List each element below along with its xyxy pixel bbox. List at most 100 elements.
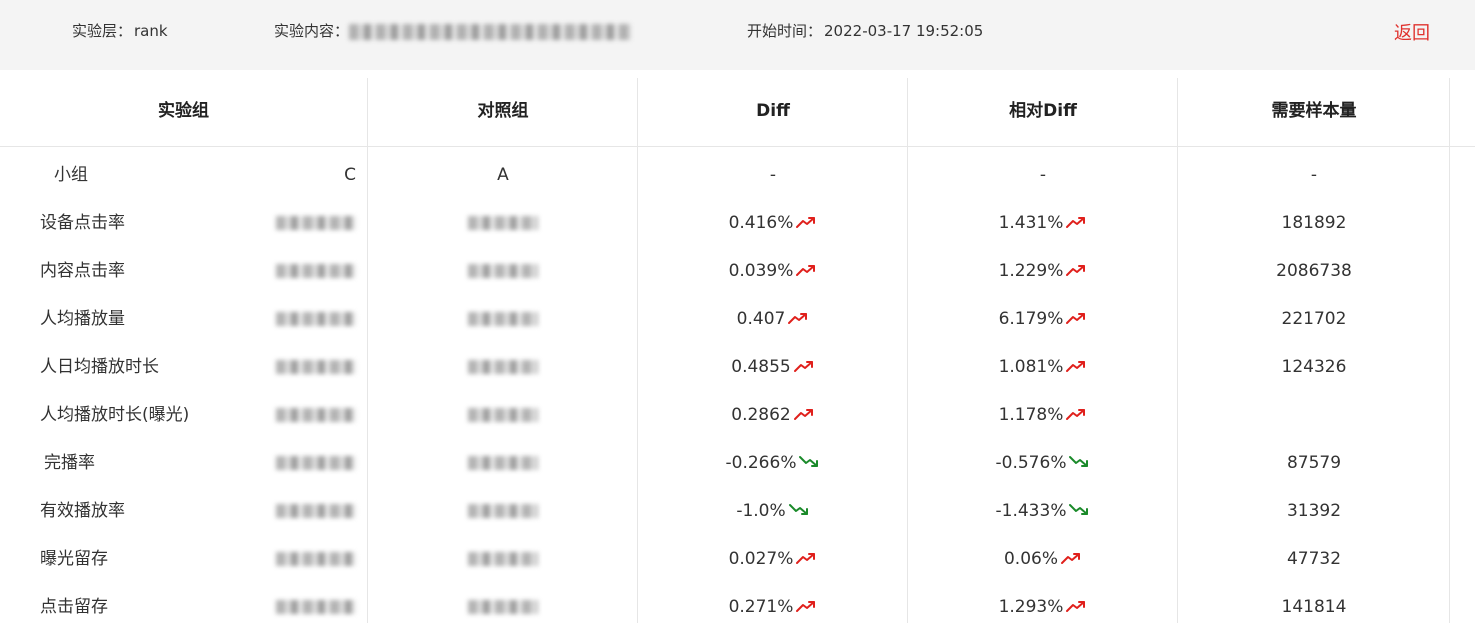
redacted-control-value (468, 552, 538, 566)
sample-size-value: 47732 (1286, 549, 1342, 569)
experiment-value-cell (270, 487, 356, 535)
diff-value: -0.266% (725, 453, 797, 473)
table-row: 曝光留存 0.027% 0.06% 47732 (0, 535, 1475, 583)
control-value-cell (368, 295, 638, 343)
redacted-control-value (468, 360, 538, 374)
experiment-layer-label: 实验层： (72, 22, 133, 40)
trend-up-icon (1066, 312, 1086, 324)
experiment-content-label: 实验内容： (274, 22, 350, 40)
trend-up-icon (793, 360, 813, 372)
relative-diff-cell: 1.178% (908, 391, 1178, 439)
trend-up-icon (793, 408, 813, 420)
start-time: 开始时间： 2022-03-17 19:52:05 (747, 22, 983, 40)
relative-diff-cell: -1.433% (908, 487, 1178, 535)
group-row: 小组 C A - - - (0, 151, 1475, 199)
trend-up-icon (1066, 360, 1086, 372)
experiment-value-cell (270, 343, 356, 391)
metric-name: 人均播放时长(曝光) (40, 405, 190, 425)
experiment-value-cell (270, 391, 356, 439)
metric-name: 设备点击率 (40, 213, 125, 233)
metric-name: 点击留存 (40, 597, 108, 617)
trend-down-icon (799, 455, 819, 467)
sample-size-value (1178, 391, 1450, 439)
metric-name: 人日均播放时长 (40, 357, 159, 377)
trend-up-icon (1066, 216, 1086, 228)
column-header-experiment[interactable]: 实验组 (158, 101, 209, 121)
redacted-experiment-value (276, 216, 356, 230)
control-value-cell (368, 487, 638, 535)
redacted-control-value (468, 312, 538, 326)
relative-diff-cell: 6.179% (908, 295, 1178, 343)
experiment-layer-value: rank (134, 22, 168, 40)
diff-cell: 0.027% (638, 535, 908, 583)
redacted-experiment-content (349, 23, 632, 40)
redacted-control-value (468, 408, 538, 422)
diff-cell: 0.271% (638, 583, 908, 623)
column-header-diff[interactable]: Diff (756, 101, 790, 121)
diff-value: 0.4855 (731, 357, 791, 377)
relative-diff-value: 1.431% (998, 213, 1064, 233)
metric-name: 人均播放量 (40, 309, 125, 329)
relative-diff-value: 6.179% (998, 309, 1064, 329)
sample-size-value: 124326 (1281, 357, 1347, 377)
experiment-value-cell (270, 535, 356, 583)
group-row-sample-size: - (1310, 165, 1318, 185)
experiment-value-cell (270, 295, 356, 343)
diff-cell: 0.416% (638, 199, 908, 247)
relative-diff-cell: 1.229% (908, 247, 1178, 295)
relative-diff-cell: 1.431% (908, 199, 1178, 247)
group-row-diff: - (769, 165, 777, 185)
diff-cell: 0.039% (638, 247, 908, 295)
redacted-experiment-value (276, 456, 356, 470)
diff-value: 0.039% (728, 261, 794, 281)
sample-size-value: 87579 (1286, 453, 1342, 473)
redacted-experiment-value (276, 504, 356, 518)
trend-up-icon (796, 552, 816, 564)
metric-name: 曝光留存 (40, 549, 108, 569)
table-row: 人均播放量 0.407 6.179% 221702 (0, 295, 1475, 343)
back-button[interactable]: 返回 (1394, 23, 1430, 44)
trend-down-icon (1069, 503, 1089, 515)
group-row-label: 小组 (54, 165, 88, 185)
experiment-value-cell (270, 439, 356, 487)
redacted-control-value (468, 264, 538, 278)
metric-name: 完播率 (44, 453, 95, 473)
experiment-group-name: C (344, 165, 356, 185)
diff-cell: -1.0% (638, 487, 908, 535)
relative-diff-value: 1.293% (998, 597, 1064, 617)
metric-name: 内容点击率 (40, 261, 125, 281)
trend-up-icon (1066, 600, 1086, 612)
redacted-control-value (468, 456, 538, 470)
experiment-value-cell (270, 199, 356, 247)
column-header-sample-size[interactable]: 需要样本量 (1271, 101, 1357, 121)
table-header: 实验组 对照组 Diff 相对Diff 需要样本量 (0, 78, 1475, 147)
redacted-experiment-value (276, 264, 356, 278)
trend-up-icon (1066, 408, 1086, 420)
sample-size-value: 141814 (1281, 597, 1347, 617)
column-header-relative-diff[interactable]: 相对Diff (1009, 101, 1077, 121)
relative-diff-cell: -0.576% (908, 439, 1178, 487)
column-header-control[interactable]: 对照组 (477, 101, 529, 121)
relative-diff-value: -0.576% (995, 453, 1067, 473)
column-divider (907, 78, 908, 623)
experiment-layer: 实验层： rank (72, 22, 168, 40)
metric-name: 有效播放率 (40, 501, 125, 521)
table-row: 设备点击率 0.416% 1.431% 181892 (0, 199, 1475, 247)
column-divider (1449, 78, 1450, 623)
start-time-label: 开始时间： (747, 22, 823, 40)
table-row: 人日均播放时长 0.4855 1.081% 124326 (0, 343, 1475, 391)
diff-value: -1.0% (736, 501, 786, 521)
start-time-value: 2022-03-17 19:52:05 (824, 22, 984, 40)
trend-up-icon (1066, 264, 1086, 276)
diff-value: 0.2862 (731, 405, 791, 425)
diff-cell: 0.2862 (638, 391, 908, 439)
experiment-header: 实验层： rank 实验内容： 开始时间： 2022-03-17 19:52:05 … (0, 0, 1475, 70)
relative-diff-value: 1.178% (998, 405, 1064, 425)
redacted-experiment-value (276, 360, 356, 374)
control-value-cell (368, 199, 638, 247)
table-row: 完播率 -0.266% -0.576% 87579 (0, 439, 1475, 487)
trend-up-icon (796, 216, 816, 228)
trend-up-icon (788, 312, 808, 324)
redacted-experiment-value (276, 552, 356, 566)
redacted-control-value (468, 600, 538, 614)
